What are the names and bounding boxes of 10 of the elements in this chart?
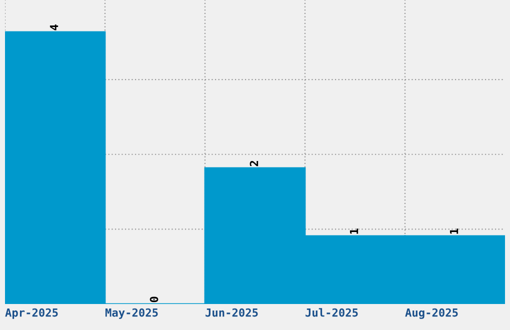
x-tick-label: Aug-2025 <box>405 308 458 319</box>
data-label: 1 <box>350 228 358 234</box>
x-tick-label: May-2025 <box>105 308 158 319</box>
x-tick-label: Apr-2025 <box>5 308 58 319</box>
data-label: 0 <box>150 296 158 302</box>
data-label: 2 <box>250 161 258 166</box>
x-tick-label: Jun-2025 <box>206 308 258 317</box>
data-label: 4 <box>50 24 58 30</box>
data-label: 1 <box>450 228 458 234</box>
x-tick-label: Jul-2025 <box>306 308 358 317</box>
